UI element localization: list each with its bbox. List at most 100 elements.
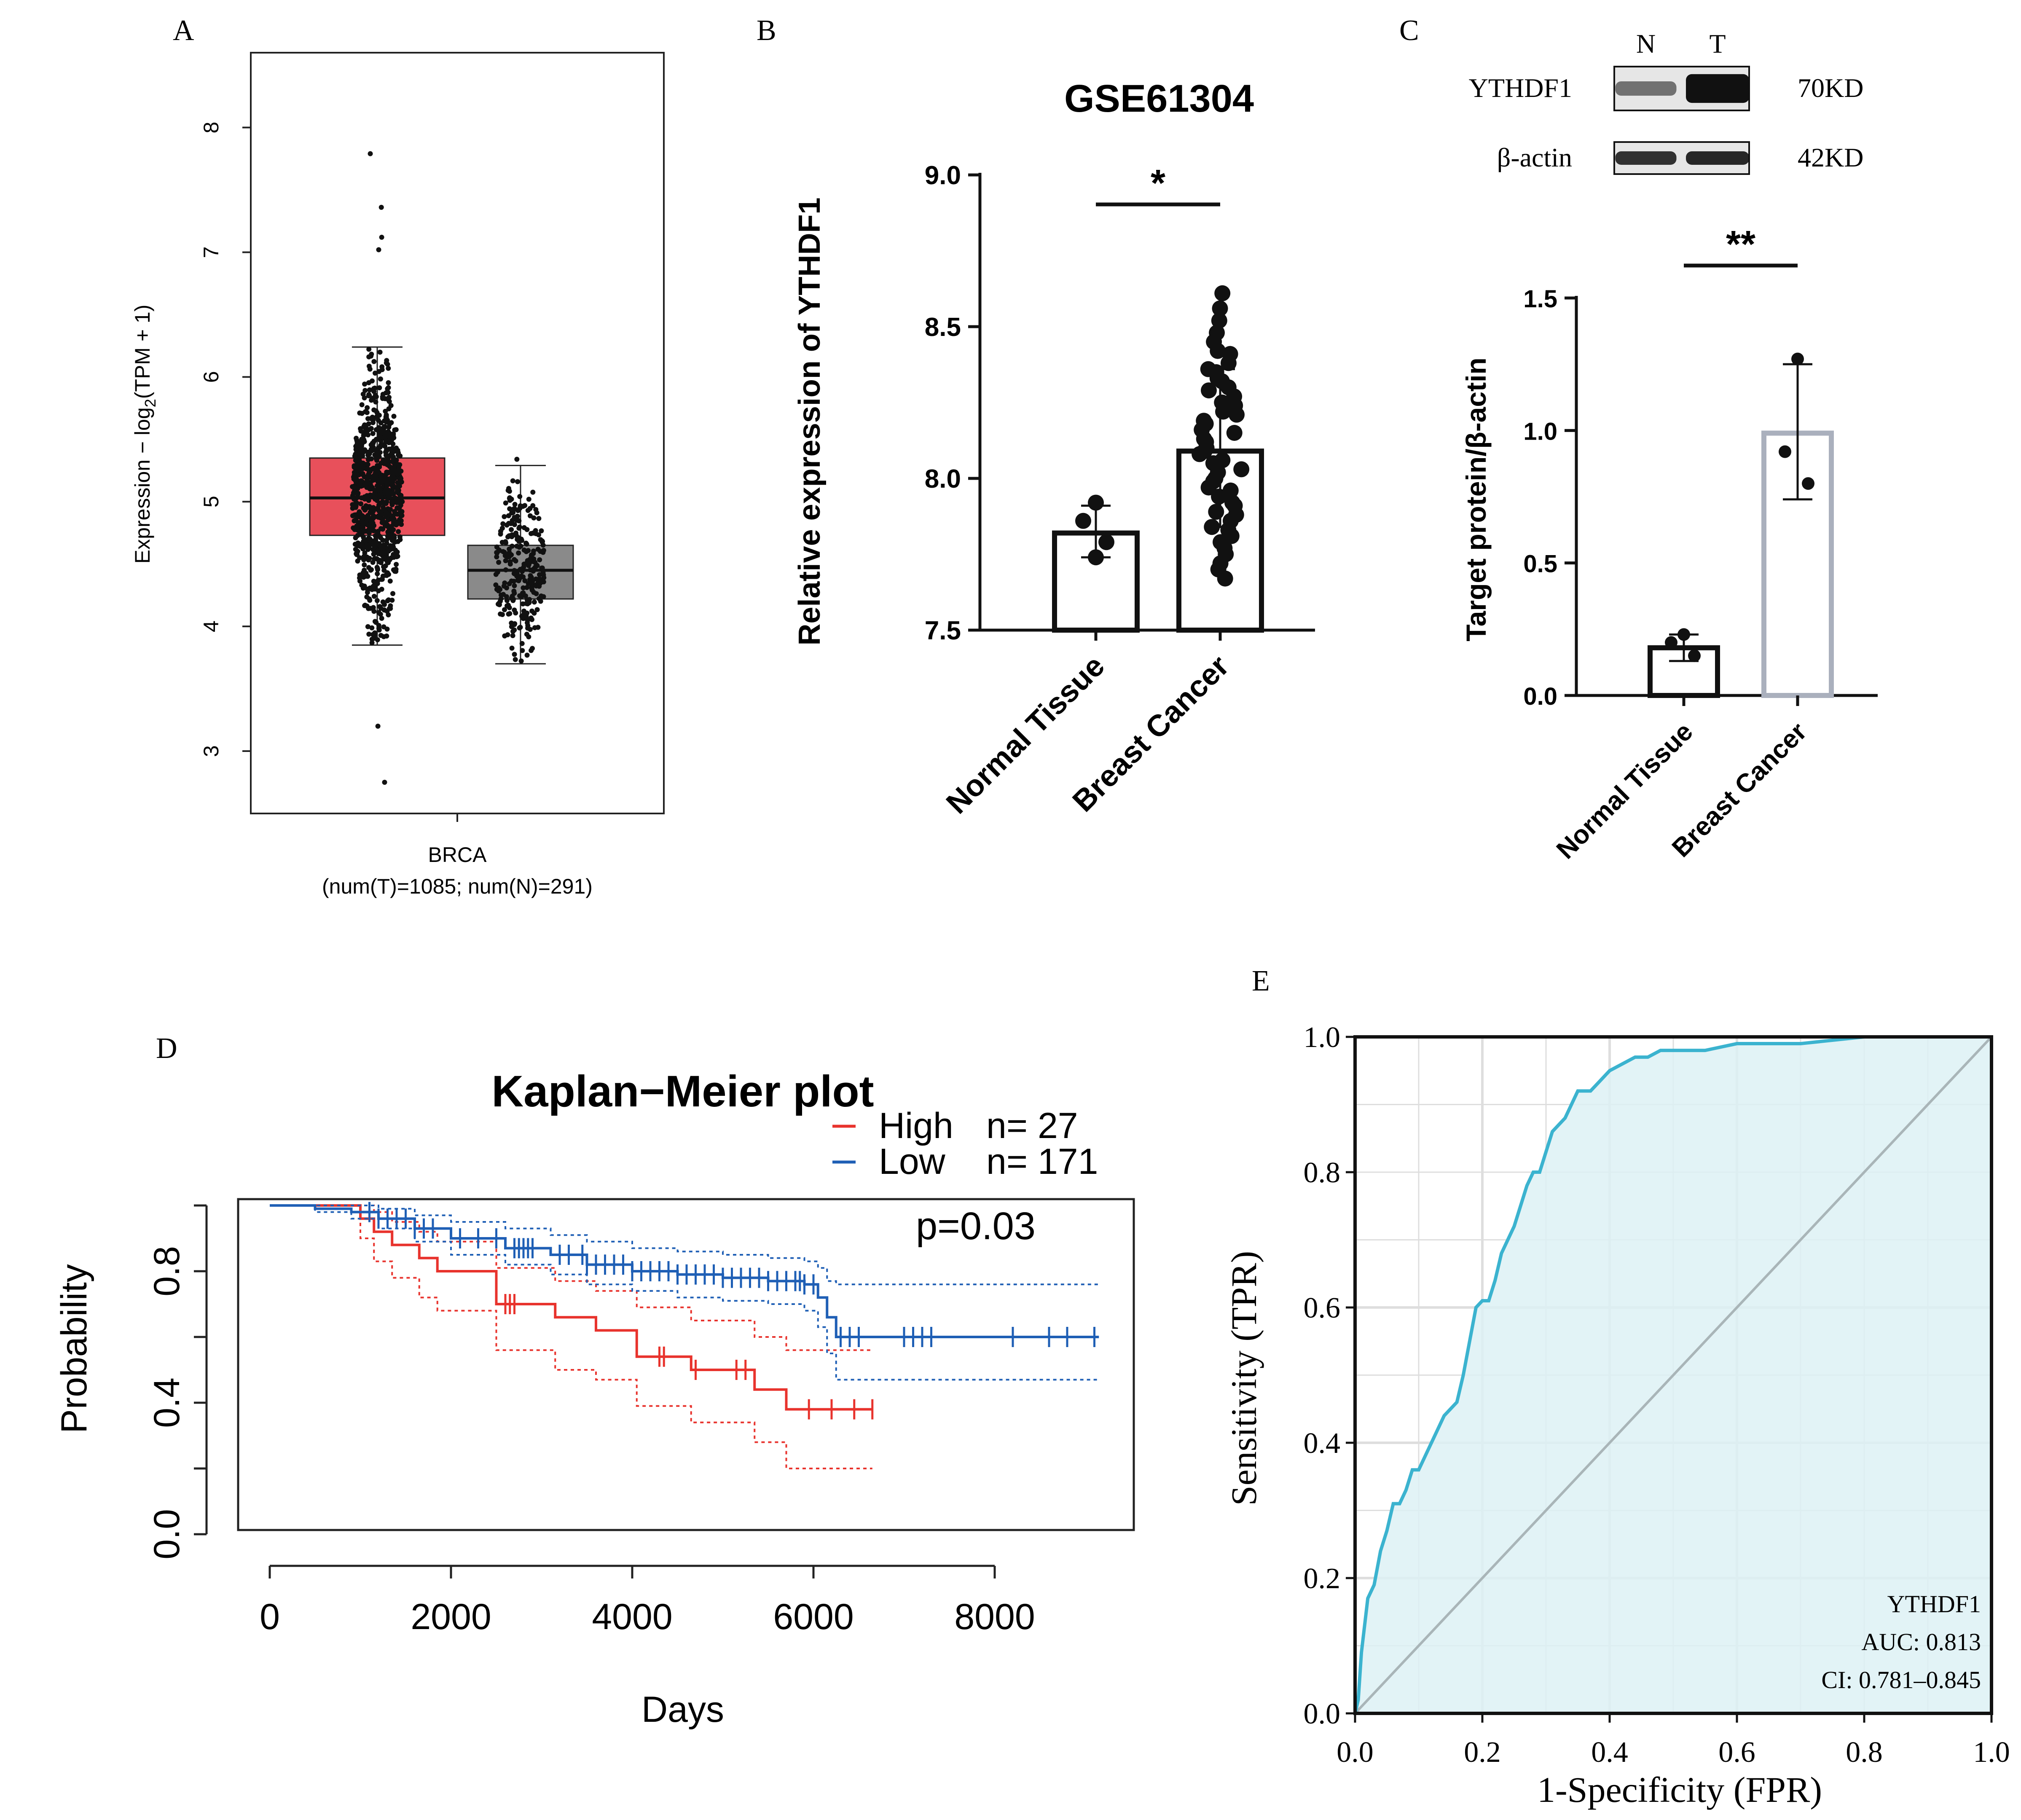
data-point (1088, 494, 1104, 511)
panel-a-data-point (507, 605, 512, 610)
panel-a-data-point (357, 575, 362, 581)
panel-a-data-point (499, 526, 505, 531)
panel-a-data-point (539, 528, 544, 534)
panel-a-data-point (355, 558, 360, 564)
data-point (1212, 300, 1228, 317)
panel-a-data-point (355, 491, 361, 496)
panel-a-data-point (498, 611, 503, 617)
y-tick-label: 0.0 (147, 1509, 187, 1560)
panel-a-data-point (363, 574, 368, 579)
panel-a-data-point (364, 493, 370, 498)
panel-a-data-point (360, 472, 366, 478)
panel-a-data-point (502, 607, 507, 612)
panel-label-d: D (156, 1032, 177, 1065)
panel-a-data-point (507, 495, 513, 500)
data-point (1192, 446, 1208, 462)
panel-a-ylabel-sub: 2 (142, 399, 159, 407)
roc-annotation: AUC: 0.813 (1861, 1628, 1981, 1656)
panel-a-data-point (376, 369, 382, 374)
panel-a-data-point (375, 414, 380, 420)
panel-a-data-point (529, 617, 534, 622)
panel-a-data-point (389, 538, 395, 543)
panel-a-data-point (370, 431, 376, 436)
panel-a-data-point (385, 362, 390, 367)
panel-a-data-point (378, 434, 383, 440)
panel-a-data-point (366, 631, 372, 637)
y-tick-label: 9.0 (925, 161, 961, 190)
roc-annotation: CI: 0.781–0.845 (1821, 1666, 1981, 1694)
panel-a-data-point (359, 518, 365, 523)
y-tick-label: 0.4 (1304, 1427, 1341, 1460)
panel-a-data-point (367, 387, 372, 392)
panel-a-data-point (368, 486, 374, 491)
panel-a-data-point (381, 505, 386, 510)
panel-a-data-point (354, 435, 359, 441)
panel-a-data-point (362, 567, 367, 573)
panel-a-data-point (354, 551, 359, 556)
panel-label-a: A (173, 14, 194, 47)
panel-a-data-point (366, 537, 371, 543)
panel-a-data-point (382, 523, 388, 528)
panel-a-data-point (376, 627, 382, 633)
panel-a-data-point (380, 537, 386, 543)
panel-a-data-point (525, 617, 530, 623)
panel-a-data-point (384, 549, 390, 555)
panel-a-outlier-point (375, 723, 381, 729)
panel-a-data-point (530, 489, 536, 495)
panel-a-data-point (353, 547, 358, 552)
panel-a-data-point (516, 550, 521, 556)
panel-e-roc-curve: 0.0 0.2 0.4 0.6 0.8 1.0 0.0 0.2 0.4 0.6 0.8 1.0 YTHD… (1224, 1021, 2010, 1810)
panel-a-data-point (379, 587, 384, 592)
panel-a-data-point (509, 510, 515, 515)
panel-a-data-point (395, 521, 400, 526)
panel-a-data-point (375, 529, 380, 535)
panel-a-data-point (377, 534, 382, 539)
panel-a-outlier-point (368, 151, 373, 156)
panel-a-frame (250, 52, 665, 814)
panel-a-data-point (367, 525, 373, 530)
panel-a-data-point (384, 540, 389, 546)
y-tick-label: 8.0 (925, 464, 961, 494)
panel-a-data-point (352, 512, 357, 518)
significance-stars: * (1151, 162, 1165, 204)
panel-a-xlabel-line2: (num(T)=1085; num(N)=291) (322, 875, 593, 898)
panel-a-data-point (397, 510, 403, 516)
panel-a-data-point (525, 597, 531, 602)
panel-a-data-point (362, 439, 367, 444)
panel-a-data-point (384, 570, 390, 575)
panel-d-legend: High n= 27 Low n= 171 (832, 1106, 1098, 1182)
panel-a-data-point (368, 541, 374, 547)
panel-a-data-point (371, 359, 377, 364)
panel-d-xlabel: Days (641, 1689, 724, 1730)
panel-a-data-point (512, 502, 518, 507)
panel-a-data-point (386, 476, 392, 482)
panel-a-data-point (509, 645, 515, 651)
panel-a-data-point (365, 405, 370, 411)
panel-a-data-point (520, 648, 525, 653)
x-tick-label: 0 (260, 1597, 280, 1637)
panel-a-data-point (509, 620, 514, 626)
panel-a-data-point (511, 506, 517, 512)
panel-a-data-point (540, 542, 546, 548)
panel-a-data-point (380, 392, 386, 397)
panel-c-western-and-bar: N T YTHDF1 70KD β-actin 42KD Target protein/β… (1460, 29, 1878, 864)
panel-a-data-point (396, 465, 401, 470)
panel-a-data-point (522, 578, 528, 583)
panel-a-data-point (512, 557, 517, 562)
panel-a-data-point (381, 501, 387, 506)
data-point (1215, 403, 1231, 420)
panel-a-data-point (534, 510, 539, 515)
panel-a-data-point (395, 472, 400, 477)
panel-a-data-point (524, 585, 530, 590)
x-tick-label: 0.0 (1337, 1736, 1374, 1769)
panel-a-data-point (516, 518, 522, 523)
panel-a-data-point (503, 539, 508, 545)
panel-a-data-point (378, 633, 384, 638)
roc-annotation: YTHDF1 (1887, 1590, 1981, 1618)
panel-a-data-point (376, 502, 381, 508)
data-point (1217, 570, 1233, 587)
panel-a-data-point (394, 500, 400, 505)
panel-a-data-point (521, 585, 526, 591)
blot-lane-label: T (1709, 29, 1726, 59)
data-point (1211, 489, 1227, 505)
